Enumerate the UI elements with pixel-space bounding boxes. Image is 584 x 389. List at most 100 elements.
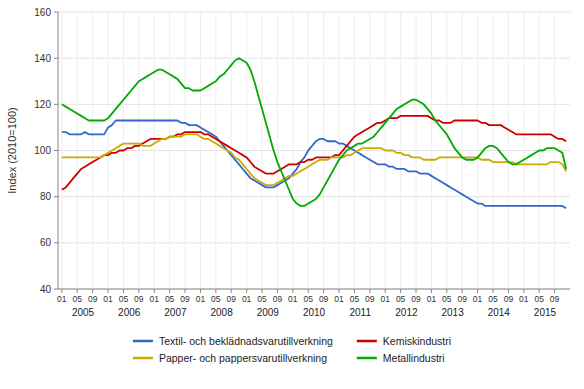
x-tick (215, 289, 216, 293)
legend-swatch (357, 340, 377, 343)
x-tick-label: 01 (473, 294, 483, 304)
x-grid-line (431, 12, 432, 289)
x-tick (169, 289, 170, 293)
chart: 406080100120140160Index (2010=100)010509… (0, 0, 584, 389)
legend-label: Kemiskindustri (383, 335, 451, 347)
x-grid-line (246, 12, 247, 289)
year-label: 2015 (534, 307, 557, 318)
y-tick-label: 80 (40, 191, 52, 202)
year-label: 2012 (395, 307, 418, 318)
x-tick (154, 289, 155, 293)
x-tick-label: 01 (57, 294, 67, 304)
lines (62, 58, 566, 208)
x-grid-line (462, 12, 463, 289)
x-tick (369, 289, 370, 293)
x-tick (431, 289, 432, 293)
x-tick-label: 09 (550, 294, 560, 304)
x-tick (339, 289, 340, 293)
x-grid-line (292, 12, 293, 289)
x-axis: 0105090105090105090105090105090105090105… (57, 289, 559, 304)
legend-item: Papper- och pappersvarutillverkning (133, 352, 327, 364)
legend-label: Papper- och pappersvarutillverkning (159, 352, 327, 364)
y-tick (54, 150, 58, 151)
x-tick-label: 09 (226, 294, 236, 304)
x-tick-label: 09 (457, 294, 467, 304)
x-grid-line (262, 12, 263, 289)
y-tick (54, 242, 58, 243)
legend-label: Textil- och beklädnadsvarutillverkning (159, 335, 333, 347)
x-tick (200, 289, 201, 293)
legend-swatch (133, 340, 153, 343)
x-tick (385, 289, 386, 293)
x-tick-label: 01 (288, 294, 298, 304)
legend-item: Textil- och beklädnadsvarutillverkning (133, 335, 333, 347)
x-grid-line (169, 12, 170, 289)
x-grid-line (154, 12, 155, 289)
x-grid-line (446, 12, 447, 289)
x-grid-line (215, 12, 216, 289)
x-grid-line (400, 12, 401, 289)
x-tick (508, 289, 509, 293)
x-tick-label: 05 (119, 294, 129, 304)
x-tick-label: 05 (488, 294, 498, 304)
y-tick-label: 100 (34, 145, 51, 156)
series-line (62, 58, 566, 206)
year-label: 2009 (257, 307, 280, 318)
y-tick-label: 140 (34, 53, 51, 64)
x-tick (400, 289, 401, 293)
year-label: 2008 (210, 307, 233, 318)
x-tick-label: 01 (196, 294, 206, 304)
x-tick-label: 05 (165, 294, 175, 304)
x-grid-line (523, 12, 524, 289)
x-grid-line (200, 12, 201, 289)
x-grid-line (185, 12, 186, 289)
x-tick-label: 09 (365, 294, 375, 304)
x-tick-label: 09 (504, 294, 514, 304)
x-tick (185, 289, 186, 293)
x-grid-line (77, 12, 78, 289)
series-line (62, 120, 566, 208)
legend-swatch (133, 357, 153, 360)
x-grid-line (61, 12, 62, 289)
x-tick (92, 289, 93, 293)
x-tick-label: 09 (273, 294, 283, 304)
x-grid-line (108, 12, 109, 289)
x-grid-line (323, 12, 324, 289)
y-tick (54, 58, 58, 59)
x-tick (539, 289, 540, 293)
series-line (62, 134, 566, 185)
x-grid-line (138, 12, 139, 289)
x-tick (462, 289, 463, 293)
y-tick (54, 104, 58, 105)
x-grid-line (508, 12, 509, 289)
y-tick (54, 196, 58, 197)
x-tick-label: 05 (396, 294, 406, 304)
x-tick (262, 289, 263, 293)
x-grid-line (369, 12, 370, 289)
x-tick-label: 09 (180, 294, 190, 304)
x-tick-label: 05 (257, 294, 267, 304)
x-grid-line (277, 12, 278, 289)
legend-swatch (357, 357, 377, 360)
x-grid-line (339, 12, 340, 289)
x-tick (123, 289, 124, 293)
year-label: 2006 (118, 307, 141, 318)
x-tick-label: 01 (519, 294, 529, 304)
year-label: 2011 (349, 307, 371, 318)
year-label: 2013 (441, 307, 464, 318)
x-tick-label: 05 (350, 294, 360, 304)
x-tick-label: 09 (88, 294, 98, 304)
x-tick-label: 05 (534, 294, 544, 304)
x-grid-line (477, 12, 478, 289)
x-tick (308, 289, 309, 293)
x-tick (477, 289, 478, 293)
x-tick-label: 01 (380, 294, 390, 304)
x-grid-line (493, 12, 494, 289)
legend-item: Metallindustri (357, 352, 445, 364)
x-grid-line (416, 12, 417, 289)
x-tick-label: 05 (211, 294, 221, 304)
legend-item: Kemiskindustri (357, 335, 451, 347)
year-label: 2014 (488, 307, 511, 318)
y-tick (54, 12, 58, 13)
x-tick (138, 289, 139, 293)
